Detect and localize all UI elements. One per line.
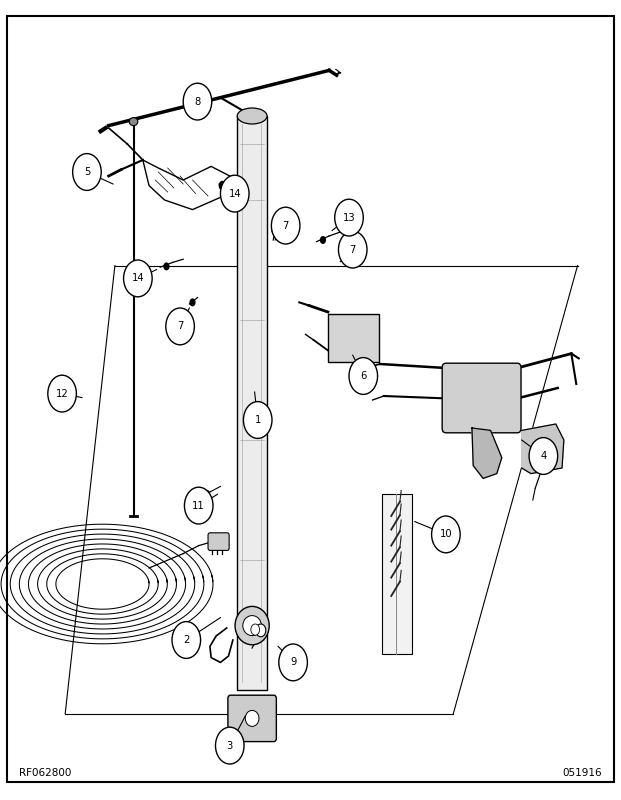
Ellipse shape bbox=[129, 118, 138, 126]
Bar bbox=[328, 314, 379, 362]
Circle shape bbox=[220, 175, 249, 212]
Circle shape bbox=[529, 438, 558, 474]
Circle shape bbox=[349, 358, 378, 394]
Circle shape bbox=[251, 624, 260, 635]
Circle shape bbox=[163, 262, 170, 270]
Text: 14: 14 bbox=[229, 189, 241, 198]
Circle shape bbox=[243, 402, 272, 438]
Text: 051916: 051916 bbox=[563, 768, 602, 778]
Circle shape bbox=[48, 375, 76, 412]
Circle shape bbox=[166, 308, 194, 345]
Text: 8: 8 bbox=[194, 97, 201, 106]
FancyBboxPatch shape bbox=[208, 533, 229, 550]
FancyBboxPatch shape bbox=[196, 490, 209, 502]
Circle shape bbox=[124, 260, 152, 297]
Polygon shape bbox=[522, 424, 564, 474]
Text: 6: 6 bbox=[360, 371, 366, 381]
Circle shape bbox=[320, 236, 326, 244]
Circle shape bbox=[183, 83, 212, 120]
Text: 7: 7 bbox=[350, 245, 356, 254]
Circle shape bbox=[432, 516, 460, 553]
Text: 1: 1 bbox=[255, 415, 261, 425]
Circle shape bbox=[219, 181, 226, 190]
Text: 14: 14 bbox=[132, 274, 144, 283]
Ellipse shape bbox=[243, 616, 261, 635]
Bar bbox=[382, 494, 412, 654]
Text: 11: 11 bbox=[193, 501, 205, 510]
Ellipse shape bbox=[235, 606, 270, 645]
FancyBboxPatch shape bbox=[442, 363, 521, 433]
Circle shape bbox=[215, 727, 244, 764]
Text: 2: 2 bbox=[183, 635, 189, 645]
Ellipse shape bbox=[237, 108, 267, 124]
Bar bbox=[237, 116, 267, 690]
Circle shape bbox=[338, 231, 367, 268]
FancyBboxPatch shape bbox=[228, 695, 276, 742]
Circle shape bbox=[271, 207, 300, 244]
Text: 13: 13 bbox=[343, 213, 355, 222]
Text: 12: 12 bbox=[56, 389, 68, 398]
Text: 9: 9 bbox=[290, 658, 296, 667]
Polygon shape bbox=[472, 428, 502, 478]
Text: 7: 7 bbox=[177, 322, 183, 331]
Circle shape bbox=[279, 644, 307, 681]
Text: 7: 7 bbox=[283, 221, 289, 230]
Circle shape bbox=[172, 622, 201, 658]
Circle shape bbox=[189, 298, 196, 306]
Circle shape bbox=[256, 624, 266, 637]
Circle shape bbox=[184, 487, 213, 524]
Text: 4: 4 bbox=[540, 451, 546, 461]
Ellipse shape bbox=[245, 710, 259, 726]
Text: RF062800: RF062800 bbox=[19, 768, 71, 778]
Text: 3: 3 bbox=[227, 741, 233, 750]
Text: 5: 5 bbox=[84, 167, 90, 177]
Circle shape bbox=[73, 154, 101, 190]
Circle shape bbox=[335, 199, 363, 236]
Text: 10: 10 bbox=[440, 530, 452, 539]
Circle shape bbox=[271, 226, 279, 235]
